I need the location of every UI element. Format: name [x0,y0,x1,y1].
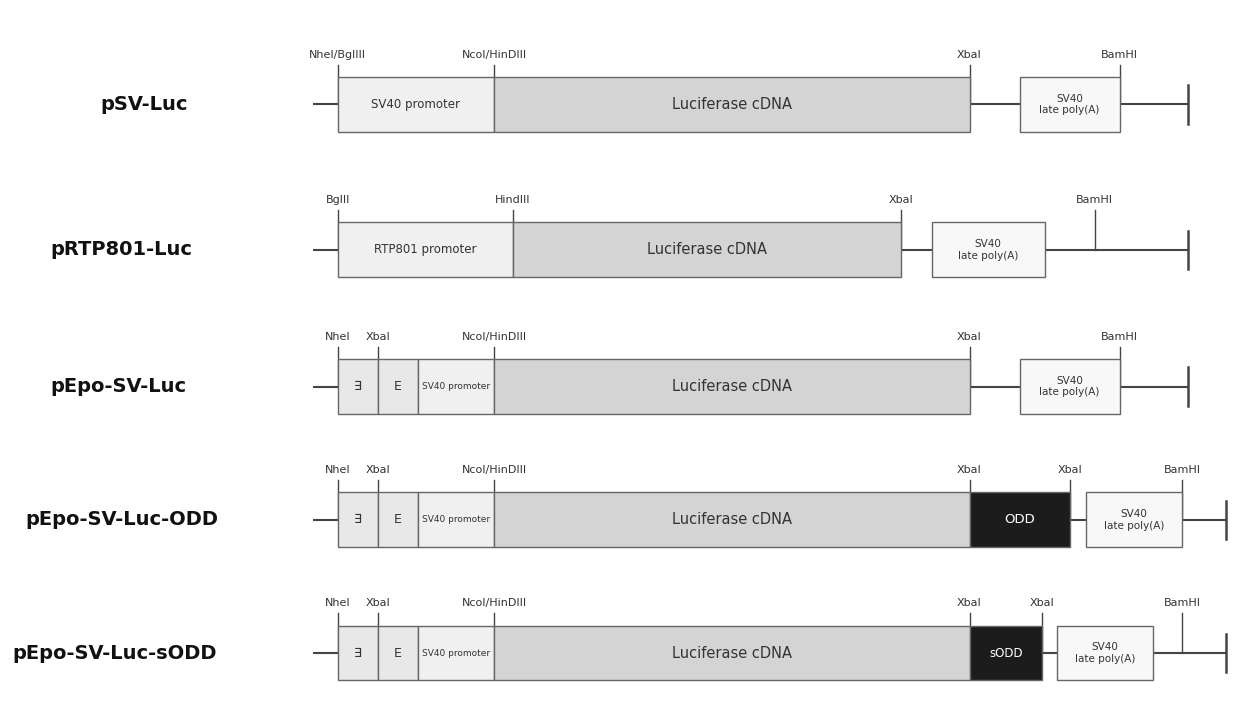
Text: XbaI: XbaI [957,50,982,60]
Text: NheI: NheI [325,598,350,608]
Text: E: E [394,380,402,393]
Text: NheI/BglIII: NheI/BglIII [309,50,367,60]
Text: pEpo-SV-Luc-ODD: pEpo-SV-Luc-ODD [25,510,218,529]
Bar [1020,77,1120,132]
Bar [513,222,901,277]
Bar [970,492,1070,547]
Bar [338,359,378,414]
Text: ∃: ∃ [354,513,362,526]
Bar [494,359,970,414]
Bar [418,626,494,680]
Text: NheI: NheI [325,465,350,475]
Text: XbaI: XbaI [1030,598,1055,608]
Text: BamHI: BamHI [1101,332,1138,342]
Text: Luciferase cDNA: Luciferase cDNA [672,646,792,660]
Text: Luciferase cDNA: Luciferase cDNA [672,379,792,394]
Bar [1020,359,1120,414]
Text: XbaI: XbaI [957,598,982,608]
Bar [418,492,494,547]
Bar [932,222,1045,277]
Text: BamHI: BamHI [1101,50,1138,60]
Text: SV40
late poly(A): SV40 late poly(A) [958,239,1018,261]
Text: SV40 promoter: SV40 promoter [372,98,460,111]
Text: SV40
late poly(A): SV40 late poly(A) [1040,376,1100,397]
Text: BamHI: BamHI [1163,465,1201,475]
Text: SV40 promoter: SV40 promoter [422,516,490,524]
Text: SV40 promoter: SV40 promoter [422,382,490,391]
Text: NheI: NheI [325,332,350,342]
Bar [1086,492,1182,547]
Bar [378,359,418,414]
Text: E: E [394,513,402,526]
Text: ODD: ODD [1005,513,1035,526]
Text: HindIII: HindIII [495,195,530,205]
Text: E: E [394,647,402,660]
Text: SV40
late poly(A): SV40 late poly(A) [1040,94,1100,115]
Text: XbaI: XbaI [957,465,982,475]
Text: XbaI: XbaI [1057,465,1082,475]
Text: sODD: sODD [990,647,1022,660]
Text: XbaI: XbaI [365,465,390,475]
Text: Luciferase cDNA: Luciferase cDNA [672,97,792,112]
Bar [338,492,378,547]
Text: RTP801 promoter: RTP801 promoter [374,243,477,256]
Bar [494,492,970,547]
Text: XbaI: XbaI [365,598,390,608]
Text: XbaI: XbaI [957,332,982,342]
Bar [338,77,494,132]
Text: SV40 promoter: SV40 promoter [422,649,490,657]
Text: pSV-Luc: pSV-Luc [100,95,188,114]
Text: NcoI/HinDIII: NcoI/HinDIII [462,598,527,608]
Text: pRTP801-Luc: pRTP801-Luc [50,240,193,259]
Text: Luciferase cDNA: Luciferase cDNA [647,243,767,257]
Bar [378,492,418,547]
Bar [494,626,970,680]
Bar [378,626,418,680]
Text: SV40
late poly(A): SV40 late poly(A) [1103,509,1165,531]
Bar [970,626,1042,680]
Text: XbaI: XbaI [888,195,913,205]
Text: ∃: ∃ [354,380,362,393]
Text: Luciferase cDNA: Luciferase cDNA [672,513,792,527]
Text: ∃: ∃ [354,647,362,660]
Text: NcoI/HinDIII: NcoI/HinDIII [462,50,527,60]
Text: NcoI/HinDIII: NcoI/HinDIII [462,465,527,475]
Text: pEpo-SV-Luc-sODD: pEpo-SV-Luc-sODD [13,644,216,662]
Text: NcoI/HinDIII: NcoI/HinDIII [462,332,527,342]
Text: BamHI: BamHI [1076,195,1113,205]
Bar [494,77,970,132]
Text: BamHI: BamHI [1163,598,1201,608]
Bar [418,359,494,414]
Text: BglII: BglII [325,195,350,205]
Text: XbaI: XbaI [365,332,390,342]
Bar [338,222,513,277]
Bar [338,626,378,680]
Text: pEpo-SV-Luc: pEpo-SV-Luc [50,377,186,396]
Text: SV40
late poly(A): SV40 late poly(A) [1075,642,1136,664]
Bar [1057,626,1153,680]
